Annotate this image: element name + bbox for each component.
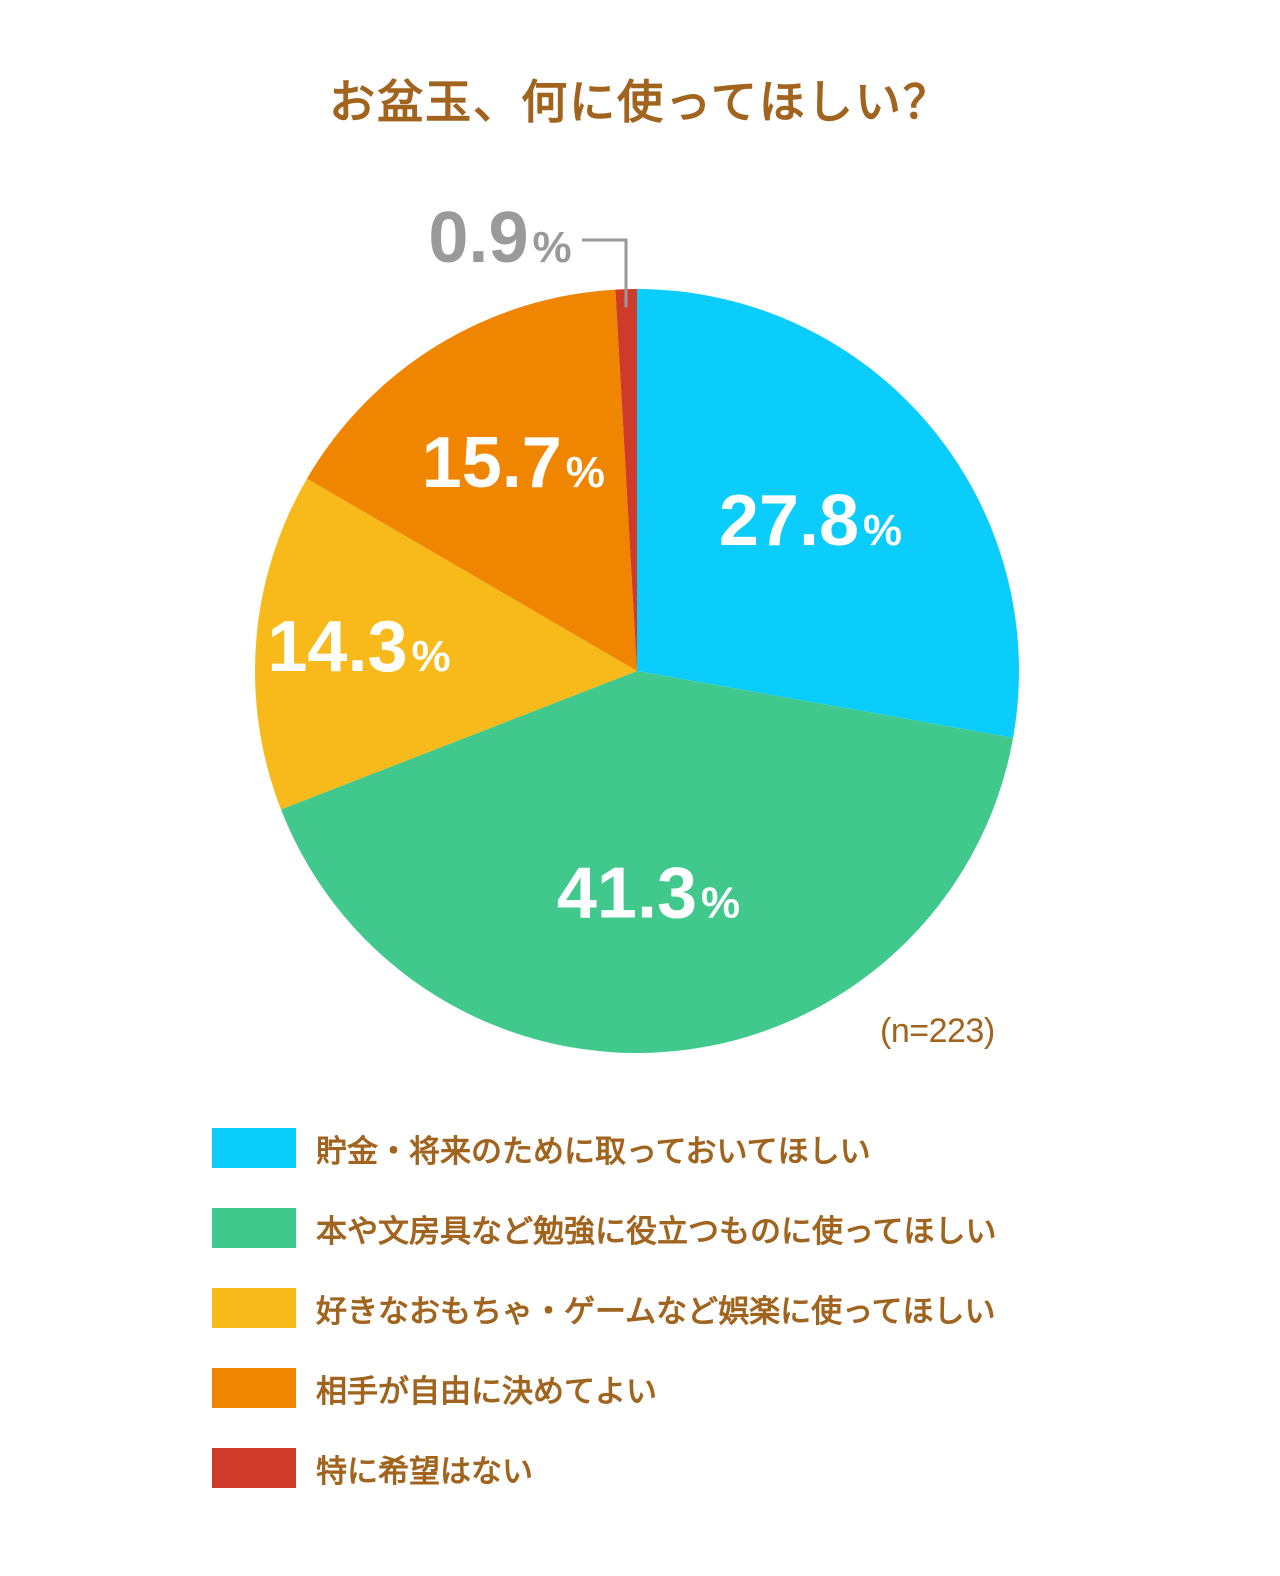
legend-item-savings: 貯金・将来のために取っておいてほしい — [212, 1128, 1212, 1170]
chart-title: お盆玉、何に使ってほしい？ — [329, 75, 951, 129]
legend-swatch — [212, 1368, 296, 1408]
legend-swatch — [212, 1208, 296, 1248]
slice-value-percent-sign: % — [701, 879, 740, 928]
legend-label: 貯金・将来のために取っておいてほしい — [316, 1133, 871, 1170]
slice-free-choice — [306, 289, 637, 671]
legend-item-entertainment: 好きなおもちゃ・ゲームなど娯楽に使ってほしい — [212, 1288, 1212, 1330]
sample-size-note: (n=223) — [880, 1012, 995, 1050]
pie-chart: 27.8%41.3%14.3%15.7%0.9% — [255, 198, 1019, 1053]
slice-value-percent-sign: % — [863, 506, 902, 555]
slice-value-label: 15.7% — [422, 423, 605, 503]
legend-label: 特に希望はない — [316, 1453, 533, 1490]
slice-value-number: 27.8 — [719, 481, 859, 561]
leader-lines — [582, 238, 628, 308]
slice-study — [280, 671, 1014, 1053]
slice-value-percent-sign: % — [532, 223, 571, 272]
slice-value-percent-sign: % — [566, 448, 605, 497]
slice-value-number: 15.7 — [422, 423, 562, 503]
legend-item-free-choice: 相手が自由に決めてよい — [212, 1368, 1212, 1410]
slice-value-label: 41.3% — [557, 854, 740, 934]
slice-entertainment — [255, 478, 637, 810]
legend-label: 本や文房具など勉強に役立つものに使ってほしい — [316, 1213, 997, 1250]
pie-slices — [255, 289, 1019, 1053]
legend-swatch — [212, 1128, 296, 1168]
legend: 貯金・将来のために取っておいてほしい 本や文房具など勉強に役立つものに使ってほし… — [212, 1128, 1212, 1528]
legend-item-no-preference: 特に希望はない — [212, 1448, 1212, 1490]
slice-value-percent-sign: % — [412, 632, 451, 681]
slice-value-label: 14.3% — [267, 607, 450, 687]
slice-value-label: 27.8% — [719, 481, 902, 561]
slice-no-preference — [615, 289, 637, 671]
legend-item-study: 本や文房具など勉強に役立つものに使ってほしい — [212, 1208, 1212, 1250]
legend-label: 相手が自由に決めてよい — [316, 1373, 657, 1410]
slice-labels: 27.8%41.3%14.3%15.7%0.9% — [267, 198, 902, 934]
leader-line — [582, 238, 628, 308]
legend-label: 好きなおもちゃ・ゲームなど娯楽に使ってほしい — [316, 1293, 996, 1330]
slice-value-number: 41.3 — [557, 854, 697, 934]
legend-swatch — [212, 1288, 296, 1328]
slice-value-number: 0.9 — [428, 198, 528, 278]
legend-swatch — [212, 1448, 296, 1488]
slice-value-label: 0.9% — [428, 198, 571, 278]
slice-savings — [637, 289, 1019, 738]
slice-value-number: 14.3 — [267, 607, 407, 687]
